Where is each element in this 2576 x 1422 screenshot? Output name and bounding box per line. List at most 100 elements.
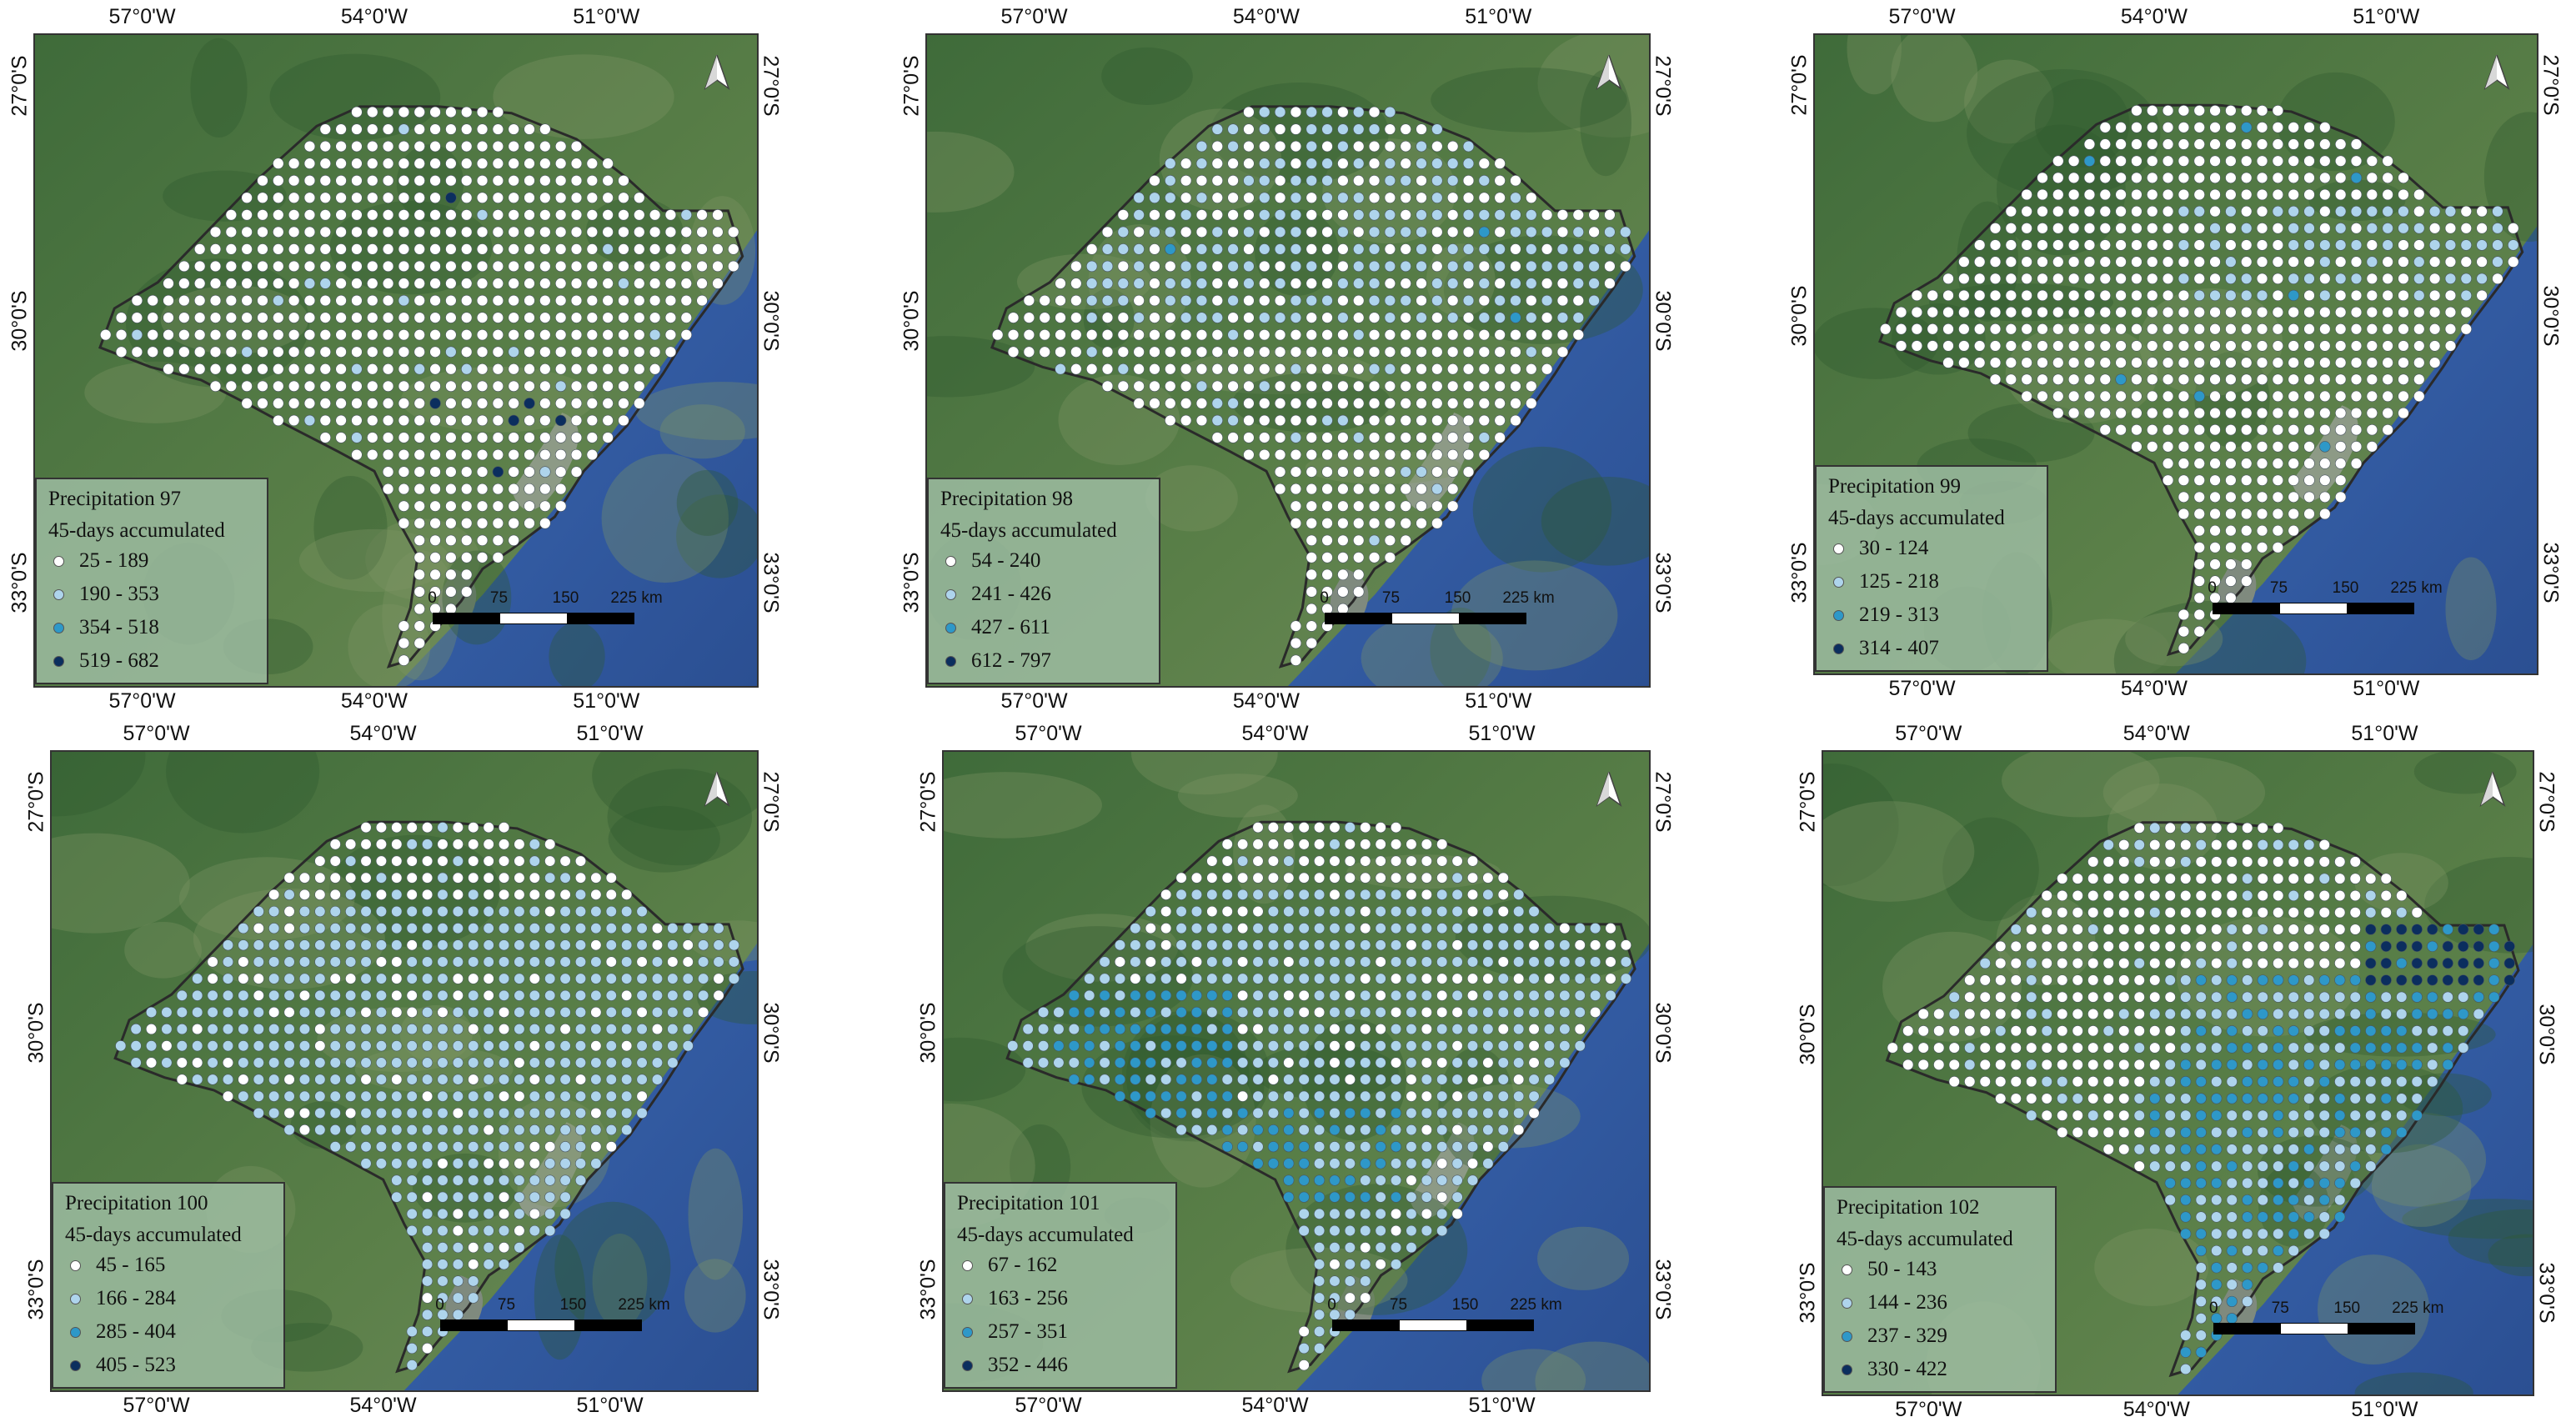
grid-point <box>1958 357 1970 368</box>
grid-point <box>406 1057 418 1069</box>
grid-point <box>2057 1025 2068 1037</box>
grid-point <box>2180 1363 2192 1375</box>
grid-point <box>1604 226 1616 238</box>
grid-point <box>2413 390 2425 403</box>
grid-point <box>2225 558 2237 570</box>
grid-point <box>1353 483 1365 495</box>
grid-point <box>1290 500 1302 512</box>
grid-point <box>1436 839 1448 850</box>
grid-point <box>2133 1093 2145 1104</box>
grid-point <box>1482 1074 1494 1085</box>
grid-point <box>2318 889 2330 902</box>
grid-point <box>476 500 489 512</box>
grid-point <box>554 483 567 495</box>
grid-point <box>682 956 694 968</box>
grid-point <box>176 1074 188 1085</box>
grid-point <box>2041 1008 2052 1020</box>
grid-point <box>1416 432 1427 443</box>
grid-point <box>1306 518 1317 529</box>
grid-point <box>468 855 479 867</box>
grid-point <box>1221 1141 1233 1153</box>
grid-point <box>618 312 629 323</box>
grid-point <box>1528 923 1540 934</box>
grid-point <box>2396 1008 2408 1020</box>
grid-point <box>1314 1325 1326 1338</box>
grid-point <box>1360 905 1371 918</box>
grid-point <box>1130 1074 1141 1085</box>
grid-point <box>1114 1040 1126 1052</box>
grid-point <box>1353 209 1365 221</box>
legend-class-1: 45 - 165 <box>65 1249 273 1282</box>
grid-point <box>2021 306 2032 318</box>
grid-point <box>2021 357 2032 368</box>
grid-point <box>2442 924 2453 935</box>
grid-point <box>2365 1160 2377 1172</box>
grid-point <box>605 1040 617 1052</box>
grid-point <box>498 1174 510 1186</box>
grid-point <box>1314 923 1326 934</box>
grid-point <box>319 174 331 187</box>
legend-class-label: 352 - 446 <box>988 1354 1068 1376</box>
grid-point <box>319 294 331 307</box>
grid-point <box>586 278 599 289</box>
grid-point <box>559 855 571 867</box>
grid-point <box>1306 260 1317 273</box>
grid-point <box>1314 1024 1326 1035</box>
grid-point <box>314 1006 326 1019</box>
grid-point <box>1283 989 1295 1001</box>
grid-point <box>2115 256 2127 268</box>
grid-point <box>1497 1024 1509 1035</box>
grid-point <box>1298 1124 1310 1136</box>
grid-point <box>667 989 679 1001</box>
legend-swatch <box>70 1259 81 1271</box>
grid-point <box>544 1174 556 1186</box>
grid-point <box>2149 822 2161 834</box>
grid-point <box>1406 1158 1417 1169</box>
lon-tick-label: 57°0'W <box>1000 689 1068 713</box>
grid-point <box>2476 239 2488 251</box>
grid-point <box>1039 294 1050 307</box>
grid-point <box>1252 1074 1264 1085</box>
grid-point <box>2164 907 2176 919</box>
grid-point <box>1259 243 1270 255</box>
grid-point <box>554 346 567 358</box>
grid-point <box>1559 1040 1571 1052</box>
grid-point <box>1421 1174 1432 1186</box>
grid-point <box>1175 956 1187 968</box>
grid-point <box>1290 414 1302 427</box>
grid-point <box>602 312 614 323</box>
grid-point <box>602 432 614 443</box>
grid-point <box>559 939 571 951</box>
lon-tick-label: 57°0'W <box>1000 5 1068 28</box>
grid-point <box>2115 273 2127 284</box>
grid-point <box>2303 1109 2315 1121</box>
grid-point <box>367 312 378 323</box>
grid-point <box>554 380 567 393</box>
grid-point <box>1942 357 1954 368</box>
grid-point <box>2366 188 2378 201</box>
grid-point <box>1478 294 1491 307</box>
grid-point <box>2118 1025 2130 1037</box>
legend-class-label: 45 - 165 <box>96 1254 166 1276</box>
grid-point <box>1337 534 1349 547</box>
grid-point <box>360 855 372 867</box>
grid-point <box>1572 243 1584 255</box>
grid-point <box>1406 1242 1417 1254</box>
grid-point <box>2067 172 2080 184</box>
grid-point <box>1165 363 1176 375</box>
grid-point <box>2288 508 2299 520</box>
grid-point <box>1180 226 1192 238</box>
grid-point <box>193 328 206 341</box>
grid-point <box>1989 239 2002 251</box>
grid-point <box>1344 872 1356 884</box>
grid-point <box>437 1224 449 1237</box>
grid-point <box>2102 924 2114 935</box>
grid-point <box>2102 1109 2114 1121</box>
grid-point <box>649 209 661 221</box>
grid-point <box>2365 958 2377 969</box>
grid-point <box>2334 373 2347 385</box>
grid-point <box>2256 256 2268 268</box>
grid-point <box>2041 1109 2052 1121</box>
grid-point <box>2241 424 2253 436</box>
grid-point <box>2083 205 2096 218</box>
